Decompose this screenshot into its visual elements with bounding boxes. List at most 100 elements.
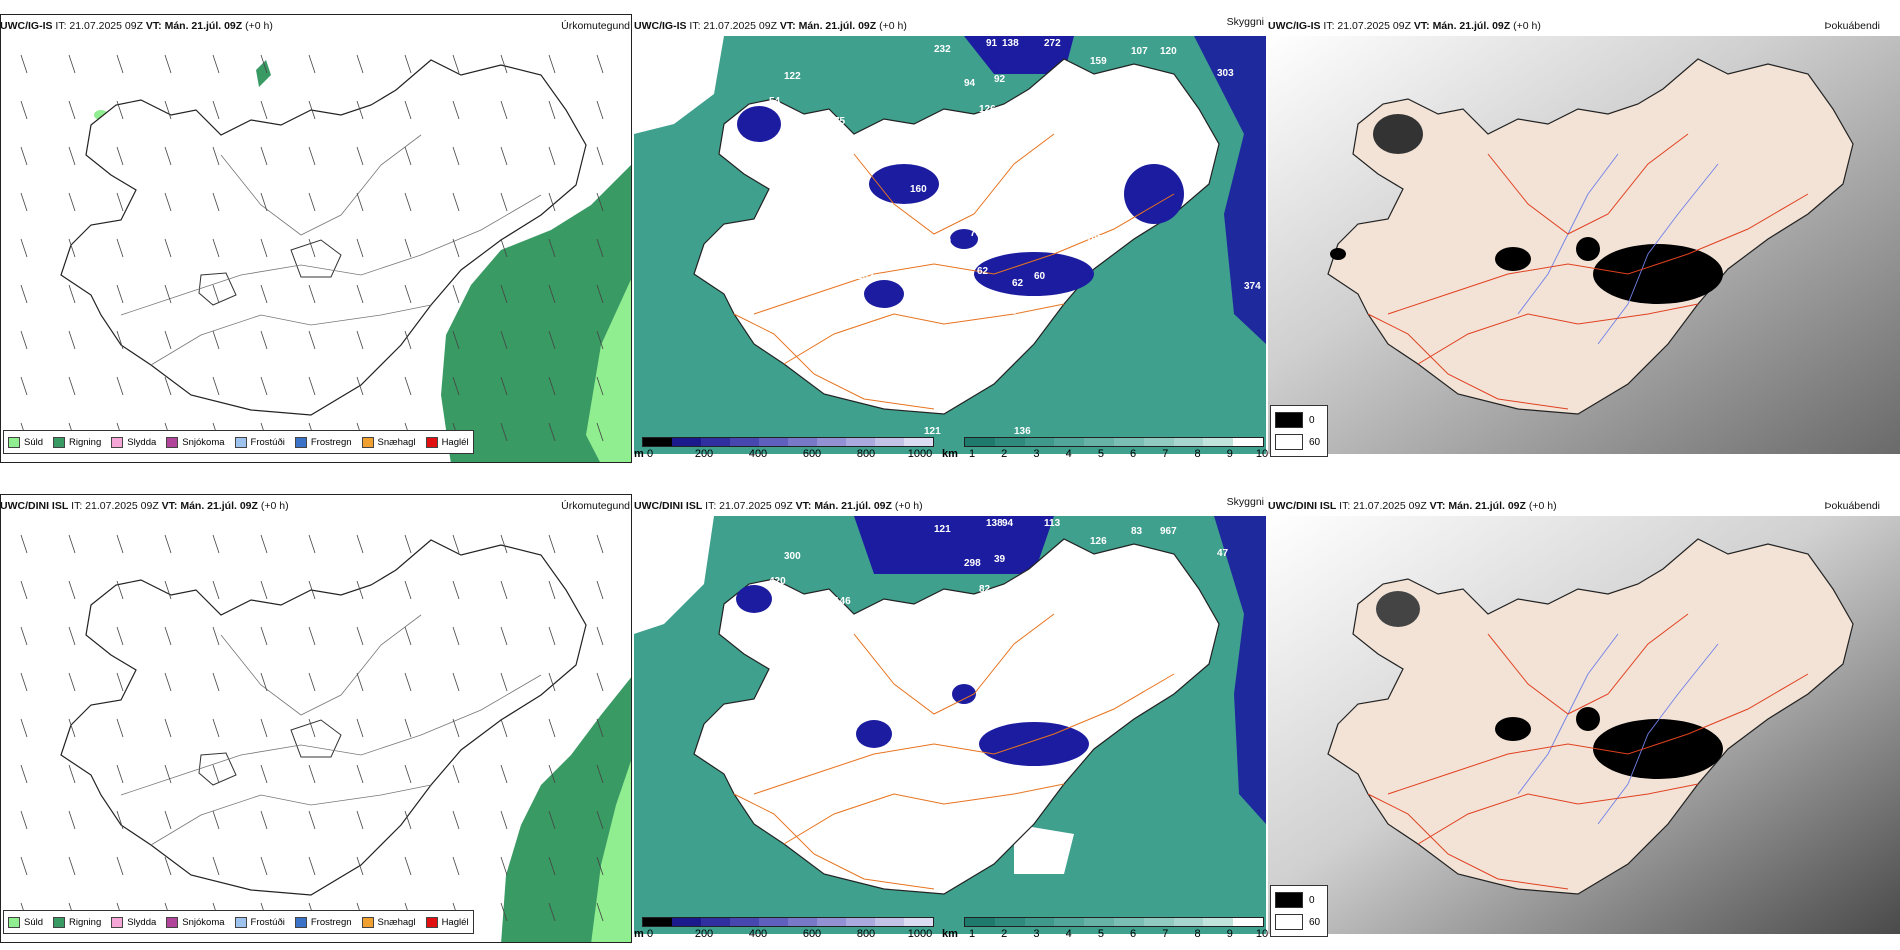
legend-item: Slydda — [111, 916, 156, 928]
wind-barb — [500, 810, 508, 830]
valid-time: VT: Mán. 21.júl. 09Z — [145, 20, 243, 32]
cloud-base-label: 54 — [769, 96, 781, 107]
colorbar-tick: 1000 — [907, 928, 933, 940]
cloud-base-label: 272 — [1044, 38, 1061, 49]
colorbar-tick: 4 — [1065, 928, 1072, 940]
island-outline — [60, 59, 587, 416]
wind-barb — [404, 192, 412, 212]
cloud-map: 183 117 121 138 94 113 126 83 967 47 420 300 298 39 23… — [634, 516, 1266, 934]
cloud-base-label: 59 — [1014, 214, 1026, 225]
valid-time: VT: Mán. 21.júl. 09Z — [795, 500, 892, 512]
cloud-base-label: 83 — [1131, 526, 1143, 537]
wind-barb — [404, 810, 412, 830]
legend-item: Súld — [8, 916, 43, 928]
legend-label: Snjókoma — [182, 436, 225, 448]
colorbar-tick: 3 — [1033, 928, 1040, 940]
precip-panel-top: Súld Rigning Slydda Snjókoma Frostúði Frostre… — [0, 14, 632, 463]
cloud-base-label: 82 — [979, 584, 991, 595]
colorbar-segment — [965, 438, 995, 446]
fog-legend: 0 60 — [1270, 885, 1328, 937]
model-name: UWC/DINI ISL — [634, 500, 703, 512]
cloud-base-label: 79 — [1114, 584, 1126, 595]
wind-barb — [356, 238, 364, 258]
fog-header-bottom: UWC/DINI ISL IT: 21.07.2025 09Z VT: Mán.… — [1268, 500, 1900, 516]
cloud-base-label: 250 — [1089, 84, 1106, 95]
wind-barb — [116, 284, 124, 304]
wind-barb — [68, 146, 76, 166]
wind-barb — [260, 284, 268, 304]
fog-dark-patches — [1376, 591, 1723, 779]
colorbar-tick: 3 — [1033, 448, 1040, 460]
colorbar-segment — [788, 438, 817, 446]
wind-barb — [260, 146, 268, 166]
wind-barb — [548, 54, 556, 74]
wind-barb — [20, 146, 28, 166]
fog-legend: 0 60 — [1270, 405, 1328, 457]
wind-barb — [356, 100, 364, 120]
panel-title: Skyggni — [1226, 16, 1264, 28]
wind-barb — [356, 718, 364, 738]
cloud-base-label: 51 — [959, 194, 971, 205]
colorbar-segment — [846, 918, 875, 926]
wind-barb — [452, 626, 460, 646]
cloud-map: 137 126 232 91 138 272 159 107 120 303 54 122 94 92 25… — [634, 36, 1266, 454]
wind-barb — [68, 580, 76, 600]
colorbar-tick: 9 — [1226, 928, 1233, 940]
wind-barb — [452, 376, 460, 396]
colorbar-tick: 10 — [1255, 928, 1269, 940]
wind-barb — [260, 534, 268, 554]
colorbar-segment — [788, 918, 817, 926]
legend-swatch — [361, 436, 374, 448]
wind-barb — [212, 376, 220, 396]
wind-barb — [260, 718, 268, 738]
colorbar-unit: m — [634, 928, 644, 940]
legend-swatch — [425, 916, 438, 928]
cloud-base-label: 420 — [769, 576, 786, 587]
cloud-base-label: 91 — [986, 38, 998, 49]
colorbar-segment — [846, 438, 875, 446]
colorbar-tick: 2 — [1001, 928, 1008, 940]
wind-barb — [452, 672, 460, 692]
colorbar-segment — [904, 918, 933, 926]
legend-swatch — [361, 916, 374, 928]
wind-barb — [116, 718, 124, 738]
legend-label: Rigning — [69, 436, 102, 448]
wind-barb — [356, 810, 364, 830]
colorbar-segment — [730, 918, 759, 926]
wind-barb — [596, 810, 604, 830]
wind-barb — [404, 626, 412, 646]
wind-barb — [356, 330, 364, 350]
legend-item: Frostúði — [234, 916, 285, 928]
cloud-panel-bottom: 183 117 121 138 94 113 126 83 967 47 420 300 298 39 23… — [634, 494, 1266, 943]
cloud-base-label: 138 — [1002, 38, 1019, 49]
cloud-base-label: 126 — [1090, 536, 1107, 547]
wind-barb — [356, 672, 364, 692]
lead-time: (+0 h) — [242, 20, 273, 32]
colorbar-segment — [643, 438, 672, 446]
wind-barb — [500, 422, 508, 442]
cloud-base-label: 20 — [1124, 616, 1136, 627]
issue-time: IT: 21.07.2025 09Z — [702, 500, 796, 512]
fog-map — [1268, 516, 1900, 934]
island-outline — [1327, 58, 1854, 415]
wind-barb — [308, 146, 316, 166]
wind-barb — [212, 284, 220, 304]
wind-barb — [20, 100, 28, 120]
cloud-base-label: 303 — [1217, 68, 1234, 79]
wind-barb — [260, 100, 268, 120]
legend-item: Haglél — [425, 916, 469, 928]
wind-barb — [404, 54, 412, 74]
wind-barb — [548, 580, 556, 600]
precip-map — [20, 534, 631, 942]
colorbar-tick: 8 — [1194, 928, 1201, 940]
wind-barb — [68, 238, 76, 258]
cloud-base-label: 246 — [1114, 104, 1131, 115]
wind-barb — [452, 284, 460, 304]
cloud-base-label: 69 — [859, 141, 871, 152]
legend-label: Haglél — [441, 916, 469, 928]
wind-barb — [548, 902, 556, 922]
cloud-base-label: 967 — [1160, 526, 1177, 537]
wind-barb — [116, 764, 124, 784]
colorbar-segment — [730, 438, 759, 446]
wind-barb — [212, 330, 220, 350]
